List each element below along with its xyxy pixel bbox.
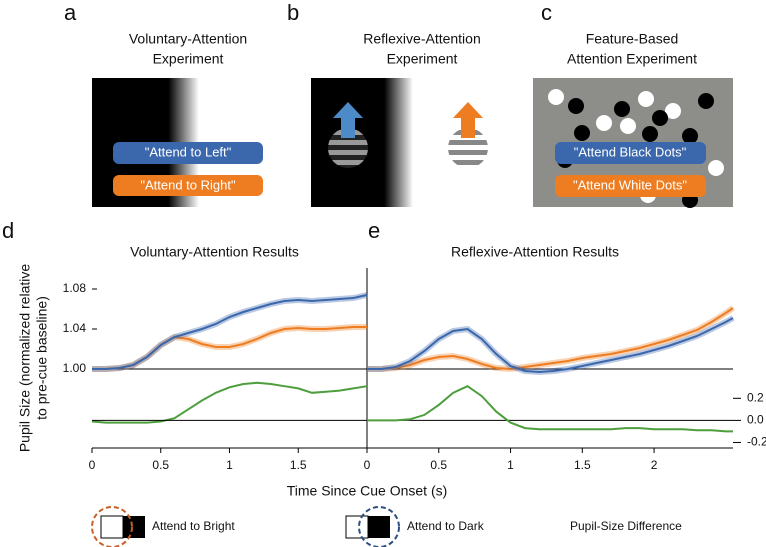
arrow xyxy=(333,102,363,138)
legend-label: Attend to Dark xyxy=(407,519,485,533)
arrow xyxy=(453,102,483,138)
series-line xyxy=(367,317,734,374)
cue-label: "Attend to Left" xyxy=(145,144,232,159)
cue-label: "Attend White Dots" xyxy=(573,177,687,192)
y-tick-label: 1.08 xyxy=(63,281,87,295)
panel-title: Attention Experiment xyxy=(567,51,697,67)
x-tick-label: 1.5 xyxy=(290,458,307,472)
legend-icon xyxy=(91,506,145,547)
chart-title: Voluntary-Attention Results xyxy=(130,244,299,260)
cue-label: "Attend Black Dots" xyxy=(574,144,687,159)
panel-title: Reflexive-Attention xyxy=(363,31,481,47)
x-tick-label: 1 xyxy=(226,458,233,472)
series-line xyxy=(367,385,733,433)
cue-box xyxy=(555,142,706,164)
panel-title: Feature-Based xyxy=(586,31,679,47)
panel-title: Experiment xyxy=(387,51,458,67)
x-axis-title: Time Since Cue Onset (s) xyxy=(287,483,448,499)
y-axis-title: to pre-cue baseline) xyxy=(34,296,50,420)
cue-box xyxy=(113,142,263,164)
y2-tick-label: 0.0 xyxy=(747,413,764,427)
legend-label: Attend to Bright xyxy=(152,519,235,533)
chart-title: Reflexive-Attention Results xyxy=(451,244,619,260)
series-line xyxy=(91,381,368,424)
panel-title: Experiment xyxy=(153,51,224,67)
x-tick-label: 0 xyxy=(364,458,371,472)
cue-label: "Attend to Right" xyxy=(140,177,236,192)
panel-letter: c xyxy=(541,0,552,25)
legend-icon xyxy=(345,506,400,547)
y-tick-label: 1.00 xyxy=(63,361,87,375)
series-line xyxy=(367,307,734,371)
x-tick-label: 1.5 xyxy=(574,458,591,472)
panel-letter: e xyxy=(368,218,380,243)
panel-letter: a xyxy=(64,0,77,25)
panel-letter: d xyxy=(2,218,14,243)
legend-label: Pupil-Size Difference xyxy=(570,519,682,533)
y-tick-label: 1.04 xyxy=(63,321,87,335)
y-axis-title: Pupil Size (normalized relative xyxy=(17,264,33,453)
x-tick-label: 0.5 xyxy=(430,458,447,472)
x-tick-label: 0 xyxy=(89,458,96,472)
panel-title: Voluntary-Attention xyxy=(129,31,247,47)
series-line xyxy=(92,294,368,370)
x-tick-label: 0.5 xyxy=(152,458,169,472)
y2-tick-label: -0.2 xyxy=(747,435,766,449)
panel-letter: b xyxy=(287,0,299,25)
x-tick-label: 1 xyxy=(507,458,514,472)
x-tick-label: 2 xyxy=(651,458,658,472)
cue-box xyxy=(113,175,263,196)
y2-tick-label: 0.2 xyxy=(747,390,764,404)
cue-box xyxy=(555,175,706,197)
